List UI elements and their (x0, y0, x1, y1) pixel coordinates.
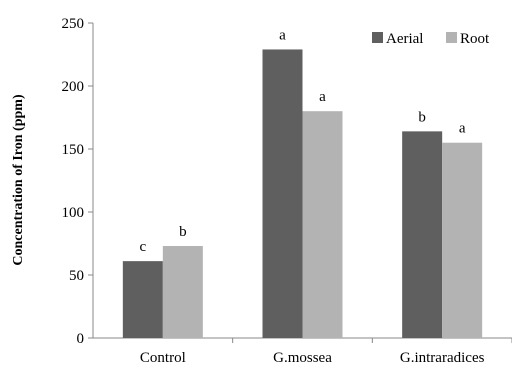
legend: Aerial Root (372, 31, 490, 47)
y-tick-label: 50 (69, 268, 84, 284)
bar-aerial (402, 131, 443, 338)
bars: c b a a b a (122, 27, 483, 339)
legend-swatch-aerial (372, 32, 383, 43)
bar-significance-label: a (459, 121, 466, 137)
bar-significance-label: a (319, 89, 326, 105)
x-category-label: G.intraradices (400, 350, 485, 366)
bar-significance-label: a (279, 27, 286, 43)
bar-root (302, 111, 343, 338)
y-tick-label: 0 (77, 331, 85, 347)
bar-root (442, 142, 483, 338)
bar-root (162, 246, 203, 338)
x-axis-categories: Control G.mossea G.intraradices (140, 338, 512, 366)
bar-aerial (122, 261, 163, 338)
y-tick-label: 250 (62, 16, 85, 32)
legend-label-root: Root (460, 31, 490, 47)
y-axis-ticks: 0 50 100 150 200 250 (62, 16, 93, 347)
y-tick-label: 150 (62, 142, 85, 158)
x-category-label: G.mossea (273, 350, 332, 366)
y-tick-label: 200 (62, 79, 85, 95)
y-tick-label: 100 (62, 205, 85, 221)
bar-significance-label: c (139, 239, 146, 255)
bar-significance-label: b (179, 224, 187, 240)
bar-significance-label: b (418, 109, 426, 125)
y-axis-label: Concentration of Iron (ppm) (11, 94, 26, 266)
x-category-label: Control (140, 350, 186, 366)
bar-aerial (262, 49, 303, 339)
legend-swatch-root (446, 32, 457, 43)
legend-label-aerial: Aerial (386, 31, 423, 47)
